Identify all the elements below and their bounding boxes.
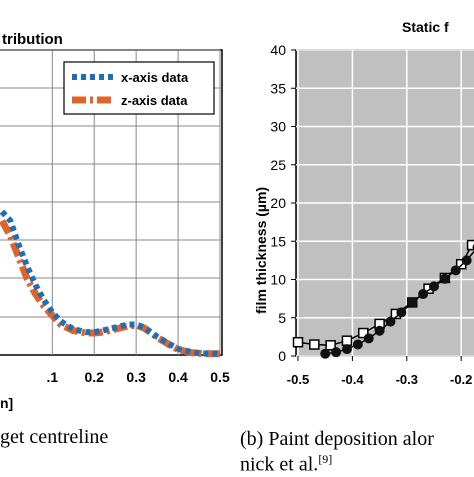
- open-square-marker: [294, 338, 303, 347]
- right-y-tick-label: 35: [270, 80, 286, 96]
- filled-circle-marker: [418, 289, 428, 299]
- legend-label-z-axis: z-axis data: [121, 93, 188, 108]
- legend-label-x-axis: x-axis data: [121, 70, 189, 85]
- right-caption-citation: [9]: [318, 452, 332, 466]
- filled-circle-marker: [331, 347, 341, 357]
- left-x-tick-label: 0.4: [168, 369, 188, 385]
- left-x-axis-label: n]: [0, 395, 13, 411]
- right-y-tick-label: 10: [270, 272, 286, 288]
- right-x-tick-label: -0.3: [396, 372, 418, 387]
- right-caption-line-2: nick et al.[9]: [240, 452, 332, 477]
- right-x-tick-label: -0.4: [341, 372, 364, 387]
- left-x-ticks: .1 0.2 0.3 0.4 0.5: [46, 369, 229, 385]
- left-x-tick-label: 0.2: [84, 369, 104, 385]
- filled-circle-marker: [462, 255, 472, 265]
- filled-circle-marker: [429, 281, 439, 291]
- right-y-tick-label: 40: [270, 42, 286, 58]
- open-square-marker: [342, 336, 351, 345]
- filled-circle-marker: [396, 307, 406, 317]
- left-x-tick-label: 0.5: [210, 369, 230, 385]
- right-y-tick-label: 15: [270, 233, 286, 249]
- right-caption-text: nick et al.: [240, 454, 318, 476]
- right-y-axis-label: film thickness (µm): [253, 187, 269, 314]
- left-x-tick-label: .1: [46, 369, 58, 385]
- right-y-tick-label: 5: [278, 310, 286, 326]
- left-caption: get centreline: [0, 426, 108, 449]
- right-chart-title: Static f: [402, 19, 449, 35]
- open-square-marker: [310, 340, 319, 349]
- right-caption-line-1: (b) Paint deposition alor: [240, 428, 434, 451]
- filled-circle-marker: [342, 344, 352, 354]
- right-x-tick-label: -0.2: [450, 372, 472, 387]
- filled-circle-marker: [320, 349, 330, 359]
- filled-circle-marker: [364, 333, 374, 343]
- right-y-tick-label: 25: [270, 157, 286, 173]
- right-y-tick-label: 20: [270, 195, 286, 211]
- right-y-tick-label: 0: [278, 348, 286, 364]
- filled-circle-marker: [407, 297, 417, 307]
- filled-circle-marker: [375, 326, 385, 336]
- left-x-tick-label: 0.3: [126, 369, 146, 385]
- right-chart: Static f 0 5 10 15 20 25 30 35 40 -0.5 -0.4 -0.3 -0.…: [253, 19, 474, 387]
- left-legend: x-axis data z-axis data: [64, 62, 214, 114]
- left-chart-title: tribution: [2, 31, 63, 48]
- filled-circle-marker: [385, 317, 395, 327]
- right-x-tick-label: -0.5: [287, 372, 309, 387]
- filled-circle-marker: [440, 274, 450, 284]
- filled-circle-marker: [353, 340, 363, 350]
- filled-circle-marker: [451, 265, 461, 275]
- left-chart: tribution .1 0.2 0.3 0.4 0.5 n] x-axis data …: [0, 31, 230, 411]
- right-y-tick-label: 30: [270, 119, 286, 135]
